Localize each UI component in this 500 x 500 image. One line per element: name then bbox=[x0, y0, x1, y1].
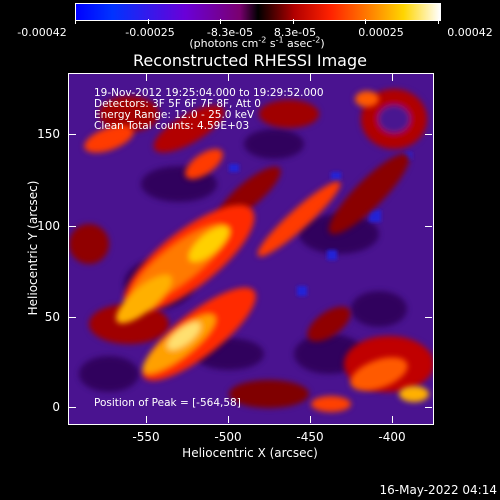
colorbar-tick-label: -0.00042 bbox=[17, 26, 67, 39]
colorbar-tick-mark bbox=[293, 19, 294, 24]
colorbar-tick-label: -0.00025 bbox=[125, 26, 175, 39]
y-tick-mark bbox=[69, 134, 76, 135]
y-axis-label: Heliocentric Y (arcsec) bbox=[26, 180, 40, 316]
info-time-range: 19-Nov-2012 19:25:04.000 to 19:29:52.000 bbox=[94, 87, 324, 99]
x-tick-mark bbox=[146, 416, 147, 423]
colorbar-tick-label: -8.3e-05 bbox=[206, 26, 254, 39]
x-tick-mark bbox=[310, 74, 311, 81]
colorbar-tick-label: 0.00042 bbox=[447, 26, 493, 39]
rhessi-image-plot: 19-Nov-2012 19:25:04.000 to 19:29:52.000… bbox=[68, 73, 434, 425]
info-detectors: Detectors: 3F 5F 6F 7F 8F, Att 0 bbox=[94, 98, 261, 110]
x-tick-label: -500 bbox=[214, 430, 242, 444]
y-tick-mark bbox=[69, 317, 76, 318]
y-tick-mark bbox=[425, 317, 432, 318]
colorbar-tick-mark bbox=[148, 19, 149, 24]
x-tick-mark bbox=[392, 74, 393, 81]
x-tick-label: -450 bbox=[296, 430, 324, 444]
timestamp: 16-May-2022 04:14 bbox=[379, 483, 497, 497]
colorbar-tick-label: 8.3e-05 bbox=[273, 26, 317, 39]
x-tick-mark bbox=[228, 74, 229, 81]
rhessi-image-map bbox=[69, 74, 433, 424]
y-tick-mark bbox=[425, 134, 432, 135]
y-tick-label: 150 bbox=[37, 127, 60, 141]
info-energy-range: Energy Range: 12.0 - 25.0 keV bbox=[94, 109, 255, 121]
x-tick-label: -550 bbox=[132, 430, 160, 444]
colorbar-tick-mark bbox=[75, 19, 76, 24]
info-clean-counts: Clean Total counts: 4.59E+03 bbox=[94, 120, 250, 132]
y-tick-mark bbox=[425, 407, 432, 408]
x-tick-mark bbox=[310, 416, 311, 423]
colorbar-tick-mark bbox=[438, 19, 439, 24]
colorbar-tick-label: 0.00025 bbox=[358, 26, 404, 39]
colorbar-tick-mark bbox=[365, 19, 366, 24]
colorbar-tick-mark bbox=[220, 19, 221, 24]
y-tick-label: 0 bbox=[52, 400, 60, 414]
x-tick-mark bbox=[228, 416, 229, 423]
x-tick-label: -400 bbox=[378, 430, 406, 444]
peak-position-text: Position of Peak = [-564,58] bbox=[94, 397, 241, 409]
y-tick-mark bbox=[69, 226, 76, 227]
plot-title: Reconstructed RHESSI Image bbox=[133, 51, 367, 70]
x-tick-mark bbox=[392, 416, 393, 423]
y-tick-mark bbox=[69, 407, 76, 408]
x-axis-label: Heliocentric X (arcsec) bbox=[182, 446, 318, 460]
y-tick-label: 100 bbox=[37, 219, 60, 233]
y-tick-mark bbox=[425, 226, 432, 227]
x-tick-mark bbox=[146, 74, 147, 81]
colorbar bbox=[75, 3, 441, 21]
y-tick-label: 50 bbox=[44, 310, 60, 324]
colorbar-unit-label: (photons cm-2 s-1 asec-2) bbox=[189, 35, 325, 50]
